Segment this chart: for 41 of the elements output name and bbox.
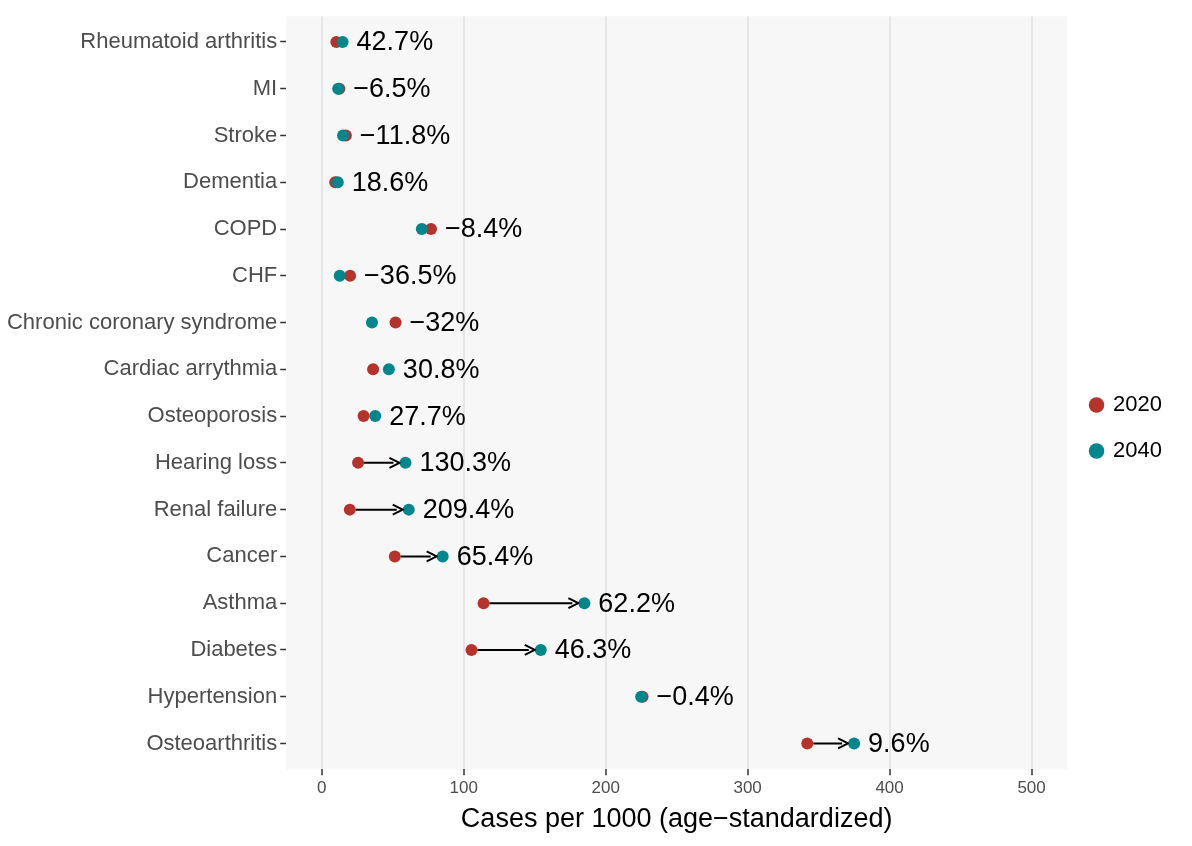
y-tick-label: Stroke xyxy=(213,121,278,147)
annotation: −11.8% xyxy=(359,119,451,150)
annotation: −36.5% xyxy=(364,260,457,291)
annotation: 65.4% xyxy=(456,540,534,571)
annotation: 62.2% xyxy=(598,587,675,618)
x-tick-label: 300 xyxy=(733,778,762,798)
annotation: −6.5% xyxy=(353,73,431,104)
y-tick-label: Dementia xyxy=(183,168,278,194)
y-tick-label: Chronic coronary syndrome xyxy=(6,308,278,334)
annotation: −32% xyxy=(409,307,480,337)
y-tick-label: Hearing loss xyxy=(154,448,278,474)
x-tick-label: 100 xyxy=(449,778,478,798)
y-tick-label: Osteoarthritis xyxy=(146,729,278,755)
y-tick-label: Hypertension xyxy=(147,682,278,708)
annotation: 42.7% xyxy=(356,26,434,57)
annotation: −0.4% xyxy=(656,681,734,712)
annotation: 130.3% xyxy=(419,447,512,478)
annotation: 209.4% xyxy=(422,494,515,525)
y-tick-label: Osteoporosis xyxy=(147,402,278,428)
y-tick-label: Asthma xyxy=(202,589,278,615)
y-tick-label: COPD xyxy=(213,215,278,241)
x-tick-label: 0 xyxy=(316,778,327,798)
annotation: 9.6% xyxy=(868,727,930,758)
y-tick-label: Rheumatoid arthritis xyxy=(80,27,278,53)
annotation: 30.8% xyxy=(402,353,480,384)
x-tick-label: 500 xyxy=(1017,778,1046,798)
x-tick-label: 200 xyxy=(591,778,620,798)
y-tick-label: Renal failure xyxy=(153,495,278,521)
y-tick-label: Cardiac arrythmia xyxy=(103,355,278,381)
y-tick-label: Diabetes xyxy=(190,636,278,661)
y-tick-label: CHF xyxy=(232,261,278,287)
legend-label: 2020 xyxy=(1113,391,1163,417)
annotation: 27.7% xyxy=(389,400,466,431)
x-axis-title: Cases per 1000 (age−standardized) xyxy=(460,803,893,834)
x-tick-label: 400 xyxy=(875,778,904,798)
annotation: 18.6% xyxy=(351,166,429,197)
legend-label: 2040 xyxy=(1113,437,1163,463)
y-tick-label: MI xyxy=(252,74,278,100)
annotation: 46.3% xyxy=(554,634,632,665)
annotation: −8.4% xyxy=(445,213,523,244)
y-tick-label: Cancer xyxy=(206,542,278,568)
